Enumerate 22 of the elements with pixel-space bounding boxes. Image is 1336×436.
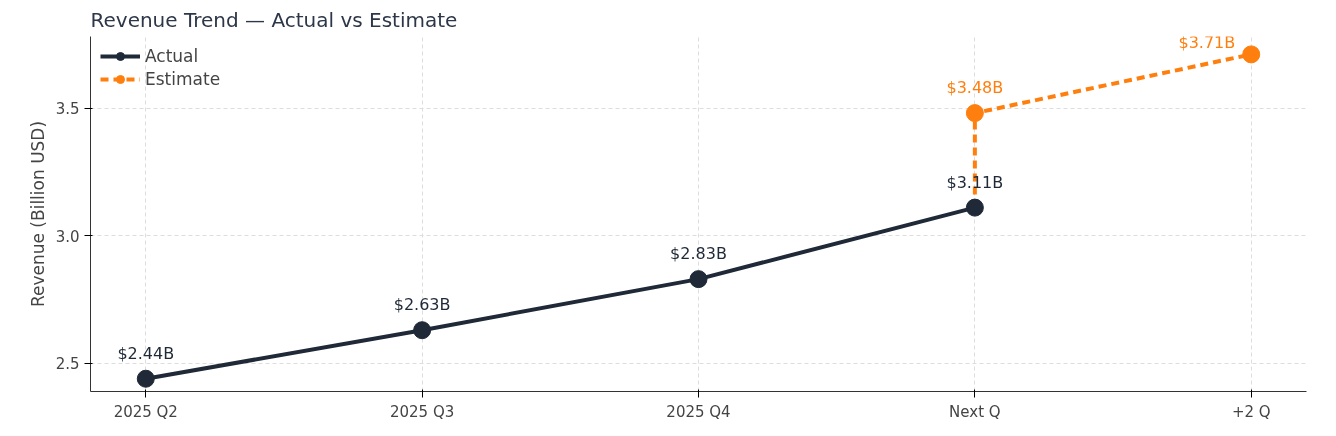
data-label: $3.48B <box>946 78 1004 98</box>
x-tick-label: +2 Q <box>1231 402 1271 421</box>
legend-label: Estimate <box>145 69 221 89</box>
data-label: $2.63B <box>393 295 451 315</box>
data-label: $2.44B <box>117 343 175 363</box>
point <box>689 270 708 289</box>
legend-label: Actual <box>145 46 199 66</box>
x-tick-label: Next Q <box>949 402 1001 421</box>
chart-title: Revenue Trend — Actual vs Estimate <box>90 7 458 32</box>
y-tick-label: 3.0 <box>55 227 80 246</box>
data-label: $3.11B <box>946 172 1004 192</box>
point <box>413 321 432 340</box>
y-axis-title: Revenue (Billion USD) <box>27 120 48 308</box>
y-tick-label: 3.5 <box>55 100 80 119</box>
point <box>136 369 155 388</box>
y-tick-label: 2.5 <box>55 355 80 374</box>
x-tick-label: 2025 Q3 <box>389 402 455 421</box>
data-label: $3.71B <box>1178 33 1236 53</box>
data-label: $2.83B <box>670 244 727 264</box>
x-tick-label: 2025 Q2 <box>113 402 178 421</box>
x-tick-label: 2025 Q4 <box>666 402 731 421</box>
point <box>965 198 984 217</box>
